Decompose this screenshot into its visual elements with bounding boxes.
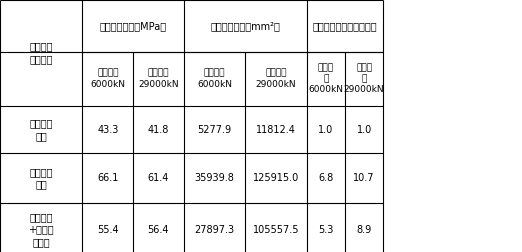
- Text: 分片镘嵌
+中心滑
板方案: 分片镘嵌 +中心滑 板方案: [28, 212, 54, 247]
- Text: 滑板分布
面积相等: 滑板分布 面积相等: [29, 42, 53, 64]
- Text: 竖向荷
载
6000kN: 竖向荷 载 6000kN: [309, 63, 343, 94]
- Text: 1.0: 1.0: [318, 124, 334, 135]
- Text: 滑板承压应力（MPa）: 滑板承压应力（MPa）: [100, 21, 167, 31]
- Text: 6.8: 6.8: [318, 173, 334, 183]
- Text: 1.0: 1.0: [357, 124, 372, 135]
- Text: 分片镘嵌
方案: 分片镘嵌 方案: [29, 167, 53, 189]
- Text: 10.7: 10.7: [353, 173, 375, 183]
- Text: 125915.0: 125915.0: [253, 173, 299, 183]
- Text: 整板分布
方案: 整板分布 方案: [29, 118, 53, 141]
- Text: 35939.8: 35939.8: [195, 173, 234, 183]
- Text: 滑板约束面积（mm²）: 滑板约束面积（mm²）: [210, 21, 280, 31]
- Text: 5277.9: 5277.9: [197, 124, 232, 135]
- Text: 55.4: 55.4: [97, 225, 118, 235]
- Text: 竖向荷载
29000kN: 竖向荷载 29000kN: [138, 69, 179, 89]
- Text: 约束能力（面积约束比）: 约束能力（面积约束比）: [313, 21, 377, 31]
- Text: 竖向荷载
6000kN: 竖向荷载 6000kN: [197, 69, 232, 89]
- Text: 66.1: 66.1: [97, 173, 118, 183]
- Text: 11812.4: 11812.4: [256, 124, 296, 135]
- Text: 41.8: 41.8: [148, 124, 169, 135]
- Text: 27897.3: 27897.3: [195, 225, 234, 235]
- Text: 5.3: 5.3: [318, 225, 334, 235]
- Text: 8.9: 8.9: [357, 225, 372, 235]
- Text: 43.3: 43.3: [97, 124, 118, 135]
- Text: 56.4: 56.4: [148, 225, 169, 235]
- Text: 竖向荷
载
29000kN: 竖向荷 载 29000kN: [344, 63, 384, 94]
- Text: 61.4: 61.4: [148, 173, 169, 183]
- Text: 105557.5: 105557.5: [253, 225, 300, 235]
- Text: 竖向荷载
29000kN: 竖向荷载 29000kN: [256, 69, 296, 89]
- Text: 竖向荷载
6000kN: 竖向荷载 6000kN: [90, 69, 125, 89]
